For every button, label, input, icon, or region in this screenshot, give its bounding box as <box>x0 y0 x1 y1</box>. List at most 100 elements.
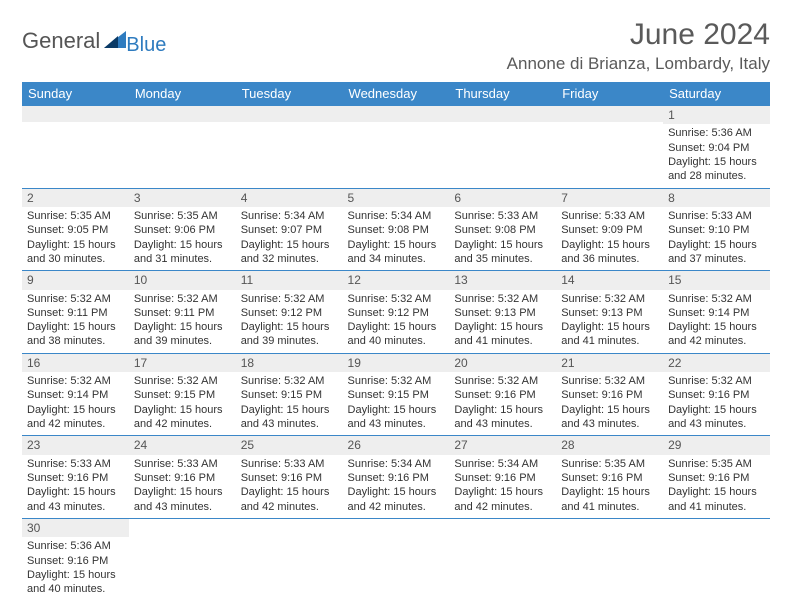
calendar-cell: 1Sunrise: 5:36 AMSunset: 9:04 PMDaylight… <box>663 106 770 189</box>
day-number: 21 <box>556 354 663 372</box>
day-number: 29 <box>663 436 770 454</box>
calendar-cell: 2Sunrise: 5:35 AMSunset: 9:05 PMDaylight… <box>22 188 129 271</box>
day-number: 19 <box>343 354 450 372</box>
day-header: Monday <box>129 82 236 106</box>
day-info: Sunrise: 5:32 AMSunset: 9:13 PMDaylight:… <box>556 290 663 353</box>
logo-triangle-icon <box>104 28 126 53</box>
day-info: Sunrise: 5:34 AMSunset: 9:08 PMDaylight:… <box>343 207 450 270</box>
day-number-empty <box>343 106 450 122</box>
calendar-cell: 29Sunrise: 5:35 AMSunset: 9:16 PMDayligh… <box>663 436 770 519</box>
day-number: 4 <box>236 189 343 207</box>
day-info: Sunrise: 5:33 AMSunset: 9:16 PMDaylight:… <box>236 455 343 518</box>
day-number: 15 <box>663 271 770 289</box>
day-number: 27 <box>449 436 556 454</box>
day-number: 16 <box>22 354 129 372</box>
day-info: Sunrise: 5:32 AMSunset: 9:16 PMDaylight:… <box>663 372 770 435</box>
day-info: Sunrise: 5:36 AMSunset: 9:04 PMDaylight:… <box>663 124 770 187</box>
calendar-cell: 17Sunrise: 5:32 AMSunset: 9:15 PMDayligh… <box>129 353 236 436</box>
day-number: 13 <box>449 271 556 289</box>
calendar-cell: 13Sunrise: 5:32 AMSunset: 9:13 PMDayligh… <box>449 271 556 354</box>
calendar-cell-empty <box>449 518 556 600</box>
day-info: Sunrise: 5:33 AMSunset: 9:08 PMDaylight:… <box>449 207 556 270</box>
calendar-cell: 7Sunrise: 5:33 AMSunset: 9:09 PMDaylight… <box>556 188 663 271</box>
calendar-cell: 22Sunrise: 5:32 AMSunset: 9:16 PMDayligh… <box>663 353 770 436</box>
day-number: 18 <box>236 354 343 372</box>
calendar-cell: 26Sunrise: 5:34 AMSunset: 9:16 PMDayligh… <box>343 436 450 519</box>
day-info: Sunrise: 5:32 AMSunset: 9:11 PMDaylight:… <box>129 290 236 353</box>
day-number-empty <box>236 106 343 122</box>
day-number-empty <box>449 106 556 122</box>
day-info: Sunrise: 5:32 AMSunset: 9:16 PMDaylight:… <box>449 372 556 435</box>
day-number: 17 <box>129 354 236 372</box>
day-number: 5 <box>343 189 450 207</box>
calendar-row: 1Sunrise: 5:36 AMSunset: 9:04 PMDaylight… <box>22 106 770 189</box>
calendar-cell: 21Sunrise: 5:32 AMSunset: 9:16 PMDayligh… <box>556 353 663 436</box>
day-number-empty <box>556 106 663 122</box>
day-info: Sunrise: 5:35 AMSunset: 9:06 PMDaylight:… <box>129 207 236 270</box>
day-header: Sunday <box>22 82 129 106</box>
day-number: 28 <box>556 436 663 454</box>
day-number: 7 <box>556 189 663 207</box>
calendar-cell: 12Sunrise: 5:32 AMSunset: 9:12 PMDayligh… <box>343 271 450 354</box>
day-info: Sunrise: 5:35 AMSunset: 9:05 PMDaylight:… <box>22 207 129 270</box>
calendar-cell: 8Sunrise: 5:33 AMSunset: 9:10 PMDaylight… <box>663 188 770 271</box>
day-number: 11 <box>236 271 343 289</box>
calendar-cell: 5Sunrise: 5:34 AMSunset: 9:08 PMDaylight… <box>343 188 450 271</box>
calendar-cell: 27Sunrise: 5:34 AMSunset: 9:16 PMDayligh… <box>449 436 556 519</box>
day-number: 8 <box>663 189 770 207</box>
calendar-cell: 10Sunrise: 5:32 AMSunset: 9:11 PMDayligh… <box>129 271 236 354</box>
day-info: Sunrise: 5:33 AMSunset: 9:10 PMDaylight:… <box>663 207 770 270</box>
day-info: Sunrise: 5:32 AMSunset: 9:12 PMDaylight:… <box>343 290 450 353</box>
logo-text-general: General <box>22 28 100 54</box>
day-number: 22 <box>663 354 770 372</box>
day-header: Thursday <box>449 82 556 106</box>
day-number-empty <box>129 106 236 122</box>
calendar-cell: 15Sunrise: 5:32 AMSunset: 9:14 PMDayligh… <box>663 271 770 354</box>
calendar-cell-empty <box>236 106 343 189</box>
calendar-cell: 28Sunrise: 5:35 AMSunset: 9:16 PMDayligh… <box>556 436 663 519</box>
location: Annone di Brianza, Lombardy, Italy <box>507 54 770 74</box>
calendar-cell: 6Sunrise: 5:33 AMSunset: 9:08 PMDaylight… <box>449 188 556 271</box>
day-number: 23 <box>22 436 129 454</box>
day-info: Sunrise: 5:32 AMSunset: 9:16 PMDaylight:… <box>556 372 663 435</box>
calendar-cell: 24Sunrise: 5:33 AMSunset: 9:16 PMDayligh… <box>129 436 236 519</box>
day-number: 24 <box>129 436 236 454</box>
day-info: Sunrise: 5:32 AMSunset: 9:15 PMDaylight:… <box>236 372 343 435</box>
day-number: 25 <box>236 436 343 454</box>
calendar-cell: 18Sunrise: 5:32 AMSunset: 9:15 PMDayligh… <box>236 353 343 436</box>
calendar-cell-empty <box>129 106 236 189</box>
calendar-row: 30Sunrise: 5:36 AMSunset: 9:16 PMDayligh… <box>22 518 770 600</box>
day-number: 6 <box>449 189 556 207</box>
day-header: Friday <box>556 82 663 106</box>
day-info: Sunrise: 5:34 AMSunset: 9:16 PMDaylight:… <box>449 455 556 518</box>
day-number: 2 <box>22 189 129 207</box>
day-info: Sunrise: 5:32 AMSunset: 9:15 PMDaylight:… <box>343 372 450 435</box>
day-header: Tuesday <box>236 82 343 106</box>
calendar-cell-empty <box>449 106 556 189</box>
header: General Blue June 2024 Annone di Brianza… <box>22 18 770 74</box>
calendar-cell-empty <box>343 106 450 189</box>
day-number: 14 <box>556 271 663 289</box>
calendar-cell: 30Sunrise: 5:36 AMSunset: 9:16 PMDayligh… <box>22 518 129 600</box>
logo-text-blue: Blue <box>126 34 166 57</box>
calendar-cell: 25Sunrise: 5:33 AMSunset: 9:16 PMDayligh… <box>236 436 343 519</box>
day-number: 10 <box>129 271 236 289</box>
calendar-cell: 14Sunrise: 5:32 AMSunset: 9:13 PMDayligh… <box>556 271 663 354</box>
calendar-table: SundayMondayTuesdayWednesdayThursdayFrid… <box>22 82 770 600</box>
day-info: Sunrise: 5:34 AMSunset: 9:16 PMDaylight:… <box>343 455 450 518</box>
day-info: Sunrise: 5:32 AMSunset: 9:12 PMDaylight:… <box>236 290 343 353</box>
calendar-row: 2Sunrise: 5:35 AMSunset: 9:05 PMDaylight… <box>22 188 770 271</box>
calendar-cell: 23Sunrise: 5:33 AMSunset: 9:16 PMDayligh… <box>22 436 129 519</box>
calendar-cell-empty <box>556 518 663 600</box>
calendar-cell: 3Sunrise: 5:35 AMSunset: 9:06 PMDaylight… <box>129 188 236 271</box>
calendar-cell: 20Sunrise: 5:32 AMSunset: 9:16 PMDayligh… <box>449 353 556 436</box>
day-info: Sunrise: 5:34 AMSunset: 9:07 PMDaylight:… <box>236 207 343 270</box>
title-block: June 2024 Annone di Brianza, Lombardy, I… <box>507 18 770 74</box>
day-number: 3 <box>129 189 236 207</box>
day-header: Saturday <box>663 82 770 106</box>
month-title: June 2024 <box>507 18 770 52</box>
day-number: 30 <box>22 519 129 537</box>
calendar-row: 23 Sunrise: 5:33 AMSunset: 9:16 PMDayligh… <box>22 436 770 519</box>
day-number: 20 <box>449 354 556 372</box>
calendar-cell: 9Sunrise: 5:32 AMSunset: 9:11 PMDaylight… <box>22 271 129 354</box>
